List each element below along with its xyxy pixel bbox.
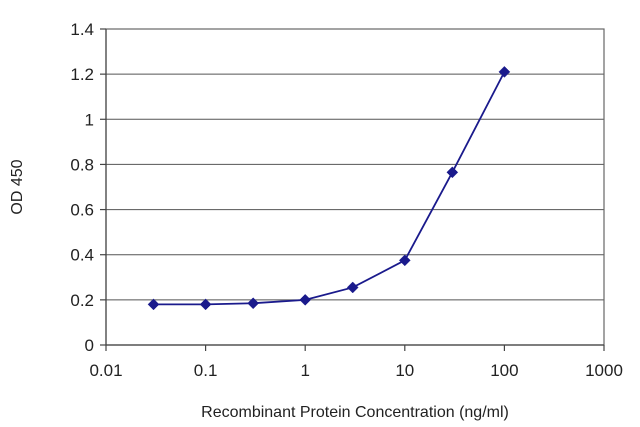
y-tick-label: 1.4 bbox=[70, 20, 94, 39]
data-point-marker bbox=[446, 166, 459, 179]
y-tick-label: 1 bbox=[85, 110, 94, 129]
data-point-marker bbox=[398, 254, 411, 267]
data-point-marker bbox=[346, 281, 359, 294]
data-point-marker bbox=[247, 297, 259, 310]
series-line bbox=[153, 71, 506, 306]
x-axis-title: Recombinant Protein Concentration (ng/ml… bbox=[201, 404, 509, 421]
y-tick-label: 1.2 bbox=[70, 65, 94, 84]
plot-area-frame bbox=[105, 28, 605, 346]
x-tick-label: 100 bbox=[490, 361, 518, 380]
gridlines bbox=[106, 28, 604, 301]
y-tick-label: 0.8 bbox=[70, 155, 94, 174]
x-tick-label: 1000 bbox=[585, 361, 623, 380]
y-tick-label: 0.2 bbox=[70, 291, 94, 310]
data-point-marker bbox=[498, 66, 511, 78]
y-axis-title: OD 450 bbox=[9, 159, 26, 214]
series-layer bbox=[147, 66, 511, 311]
y-tick-label: 0 bbox=[85, 336, 94, 355]
data-point-marker bbox=[147, 298, 160, 311]
x-tick-label: 0.1 bbox=[194, 361, 218, 380]
y-tick-label: 0.6 bbox=[70, 201, 94, 220]
x-tick-label: 0.01 bbox=[89, 361, 122, 380]
x-tick-label: 1 bbox=[300, 361, 309, 380]
axes: 0 0.2 0.4 0.6 0.8 1 1.2 1.4 0.01 0.1 1 10 100 1000 bbox=[70, 20, 623, 380]
data-point-marker bbox=[199, 298, 212, 311]
data-point-marker bbox=[299, 294, 312, 306]
x-tick-label: 10 bbox=[395, 361, 414, 380]
y-tick-label: 0.4 bbox=[70, 246, 94, 265]
